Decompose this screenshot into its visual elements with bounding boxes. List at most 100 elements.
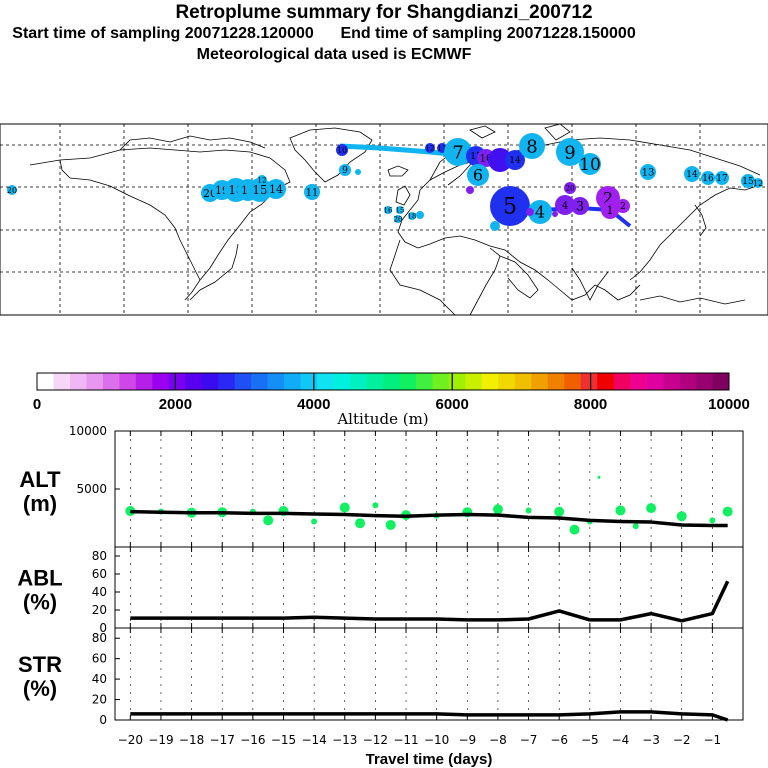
colorbar-swatch bbox=[465, 373, 483, 390]
plume-marker bbox=[7, 185, 17, 195]
coast-svalbard bbox=[469, 125, 496, 139]
plume-day-label: 18 bbox=[408, 212, 417, 220]
colorbar-swatch bbox=[218, 373, 236, 390]
plume-day-label: 16 bbox=[702, 174, 714, 184]
colorbar-swatch bbox=[86, 373, 104, 390]
plume-day-label: 3 bbox=[576, 200, 584, 215]
plume-marker bbox=[701, 171, 715, 185]
map-frame bbox=[0, 123, 768, 316]
coast-novaya-zemlya bbox=[544, 123, 571, 141]
colorbar-swatch bbox=[383, 373, 400, 390]
colorbar-swatch bbox=[696, 373, 713, 390]
plume-day-label: 20 bbox=[7, 186, 17, 195]
colorbar-swatch bbox=[135, 373, 153, 390]
x-tick-label: −5 bbox=[581, 733, 599, 747]
plume-marker bbox=[526, 208, 534, 216]
series-line-str bbox=[130, 710, 729, 722]
start-time-label: Start time of sampling 20071228.120000 bbox=[12, 25, 314, 42]
coast-north-america bbox=[29, 147, 291, 301]
colorbar-swatch bbox=[415, 373, 433, 390]
colorbar-swatch bbox=[251, 373, 268, 390]
colorbar-title: Altitude (m) bbox=[336, 410, 428, 428]
altitude-scatter-point bbox=[569, 524, 580, 535]
coast-west-america bbox=[59, 159, 201, 281]
plume-day-label: 15 bbox=[252, 183, 267, 197]
colorbar-swatch bbox=[102, 373, 120, 390]
plume-marker bbox=[753, 178, 763, 188]
altitude-scatter-point bbox=[597, 475, 601, 479]
panel-label-units: (%) bbox=[23, 590, 57, 615]
series-line-abl bbox=[130, 580, 730, 623]
colorbar-swatch bbox=[284, 373, 301, 390]
plume-marker bbox=[741, 174, 755, 188]
colorbar-swatch bbox=[630, 373, 647, 390]
y-tick-label: 5000 bbox=[76, 482, 107, 496]
colorbar-swatch bbox=[366, 373, 384, 390]
y-tick-label: 20 bbox=[92, 693, 107, 707]
coast-eurasia-north bbox=[419, 137, 761, 281]
plume-day-label: 9 bbox=[564, 142, 575, 163]
x-tick-label: −6 bbox=[550, 733, 568, 747]
plume-marker bbox=[528, 200, 552, 224]
plume-day-label: 2 bbox=[620, 202, 626, 212]
x-tick-label: −8 bbox=[489, 733, 507, 747]
plume-day-label: 6 bbox=[473, 166, 483, 185]
altitude-scatter-point bbox=[372, 502, 379, 509]
plume-marker bbox=[416, 211, 424, 219]
colorbar-swatch bbox=[481, 373, 499, 390]
coast-uk bbox=[395, 185, 411, 206]
x-tick-label: −14 bbox=[301, 733, 326, 747]
plume-marker bbox=[640, 164, 656, 180]
plume-day-label: 8 bbox=[526, 136, 537, 157]
y-tick-label: 0 bbox=[99, 713, 107, 727]
x-tick-label: −2 bbox=[673, 733, 691, 747]
plume-day-label: 13 bbox=[470, 152, 482, 162]
chart-title: Retroplume summary for Shangdianzi_20071… bbox=[175, 2, 593, 23]
plume-marker bbox=[266, 179, 286, 199]
colorbar-tick-label: 10000 bbox=[708, 396, 750, 413]
plume-marker bbox=[396, 206, 404, 214]
plume-marker bbox=[467, 164, 489, 186]
plume-day-label: 12 bbox=[426, 144, 435, 152]
colorbar-swatch bbox=[317, 373, 334, 390]
coast-japan bbox=[694, 204, 707, 237]
altitude-scatter-point bbox=[632, 523, 639, 530]
colorbar-swatch bbox=[432, 373, 450, 390]
colorbar-tick-label: 8000 bbox=[574, 396, 607, 413]
plume-marker bbox=[444, 138, 472, 166]
coast-arabia bbox=[499, 255, 539, 299]
plume-marker bbox=[571, 197, 589, 215]
altitude-scatter-point bbox=[385, 519, 396, 530]
y-tick-label: 80 bbox=[92, 549, 107, 563]
panel-label-units: (m) bbox=[23, 491, 57, 516]
panel-label: ALT bbox=[19, 467, 61, 492]
plume-marker bbox=[394, 215, 402, 223]
plume-day-label: 15 bbox=[742, 177, 754, 187]
series-line-alt bbox=[130, 509, 728, 528]
plume-marker bbox=[684, 166, 700, 182]
altitude-scatter-point bbox=[355, 518, 366, 529]
altitude-scatter-point bbox=[646, 503, 657, 514]
plume-marker bbox=[466, 186, 474, 194]
end-time-label: End time of sampling 20071228.150000 bbox=[340, 25, 636, 42]
x-tick-label: −16 bbox=[240, 733, 265, 747]
altitude-scatter-point bbox=[263, 515, 274, 526]
altitude-scatter-point bbox=[709, 517, 716, 524]
y-tick-label: 10000 bbox=[69, 424, 107, 438]
coast-eurasia-south bbox=[397, 189, 641, 301]
colorbar-swatch bbox=[663, 373, 680, 390]
x-tick-label: −11 bbox=[393, 733, 418, 747]
plume-day-label: 10 bbox=[579, 155, 601, 175]
altitude-scatter-point bbox=[615, 505, 626, 516]
colorbar-swatch bbox=[448, 373, 466, 390]
colorbar-tick-label: 6000 bbox=[436, 396, 469, 413]
colorbar-swatch bbox=[185, 373, 203, 390]
y-tick-label: 60 bbox=[92, 652, 107, 666]
x-axis-label: Travel time (days) bbox=[366, 751, 493, 768]
colorbar-swatch bbox=[53, 373, 71, 390]
altitude-scatter-point bbox=[554, 506, 565, 517]
plume-marker bbox=[519, 133, 545, 159]
plume-day-label: 10 bbox=[337, 146, 347, 155]
plume-marker bbox=[490, 186, 530, 226]
